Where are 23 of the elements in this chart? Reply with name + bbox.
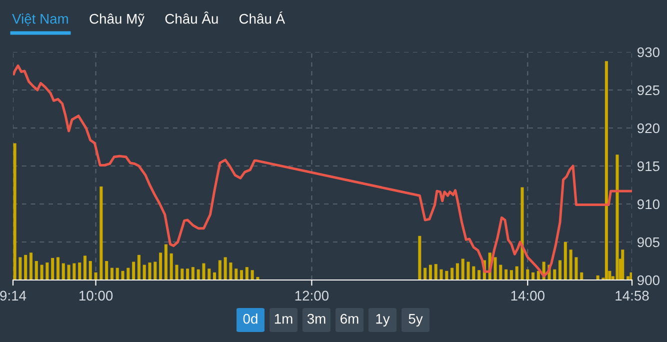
text: 6m <box>340 314 358 324</box>
line-series <box>13 64 632 278</box>
x-tick-label: 14:00 <box>511 290 544 301</box>
text: 0d <box>243 314 258 324</box>
text: 1m <box>274 314 292 324</box>
x-tick-label: 14:58 <box>616 290 649 301</box>
x-tick-label: 9:14 <box>0 290 26 301</box>
y-tick-label: 915 <box>638 161 660 172</box>
text: Châu Á <box>239 12 286 24</box>
y-tick-label: 930 <box>638 47 660 58</box>
text: 1y <box>376 314 390 326</box>
x-tick-label: 12:00 <box>295 290 329 301</box>
text: 5y <box>408 314 423 326</box>
text: Châu Mỹ <box>90 14 145 26</box>
y-tick-label: 905 <box>638 237 660 248</box>
y-tick-label: 910 <box>638 199 660 210</box>
y-tick-label: 925 <box>638 85 660 96</box>
y-tick-label: 900 <box>638 275 660 286</box>
text: Châu Âu <box>165 11 218 24</box>
y-tick-label: 920 <box>638 123 660 134</box>
text: 3m <box>307 314 326 324</box>
x-tick-label: 10:00 <box>79 290 113 301</box>
text: Việt Nam <box>12 13 68 26</box>
